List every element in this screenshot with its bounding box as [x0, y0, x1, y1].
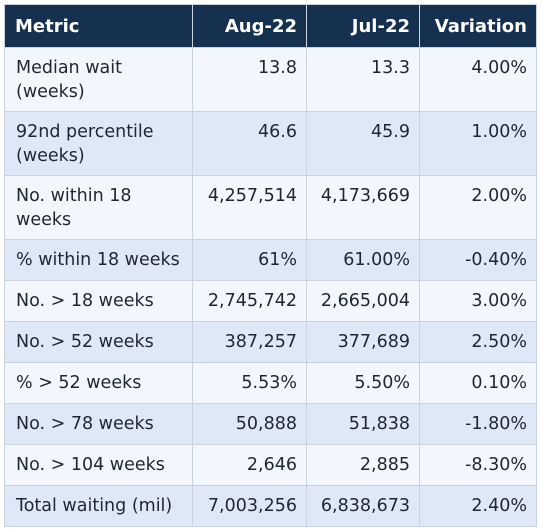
variation-cell: 1.00%	[419, 111, 537, 176]
table-row: No. > 104 weeks 2,646 2,885 -8.30%	[4, 444, 537, 486]
variation-cell: 2.40%	[419, 485, 537, 527]
aug-22-cell: 5.53%	[192, 362, 307, 404]
metric-cell: % > 52 weeks	[4, 362, 193, 404]
variation-cell: -0.40%	[419, 239, 537, 281]
column-header-jul-22: Jul-22	[306, 4, 420, 48]
variation-cell: 2.00%	[419, 175, 537, 240]
column-header-aug-22: Aug-22	[192, 4, 307, 48]
metric-cell: 92nd percentile (weeks)	[4, 111, 193, 176]
table-row: No. > 18 weeks 2,745,742 2,665,004 3.00%	[4, 280, 537, 322]
aug-22-cell: 2,646	[192, 444, 307, 486]
metric-cell: No. > 78 weeks	[4, 403, 193, 445]
waiting-times-table-container: Metric Aug-22 Jul-22 Variation Median wa…	[4, 4, 537, 527]
table-header-row: Metric Aug-22 Jul-22 Variation	[4, 4, 537, 48]
jul-22-cell: 6,838,673	[306, 485, 420, 527]
variation-cell: 0.10%	[419, 362, 537, 404]
aug-22-cell: 4,257,514	[192, 175, 307, 240]
metric-cell: No. > 52 weeks	[4, 321, 193, 363]
metric-cell: No. > 104 weeks	[4, 444, 193, 486]
aug-22-cell: 50,888	[192, 403, 307, 445]
column-header-metric: Metric	[4, 4, 193, 48]
jul-22-cell: 13.3	[306, 47, 420, 112]
jul-22-cell: 2,665,004	[306, 280, 420, 322]
jul-22-cell: 61.00%	[306, 239, 420, 281]
table-row: Median wait (weeks) 13.8 13.3 4.00%	[4, 47, 537, 112]
metric-cell: Median wait (weeks)	[4, 47, 193, 112]
table-row: % > 52 weeks 5.53% 5.50% 0.10%	[4, 362, 537, 404]
table-row: No. > 78 weeks 50,888 51,838 -1.80%	[4, 403, 537, 445]
table-row: Total waiting (mil) 7,003,256 6,838,673 …	[4, 485, 537, 527]
aug-22-cell: 2,745,742	[192, 280, 307, 322]
aug-22-cell: 387,257	[192, 321, 307, 363]
table-row: No. > 52 weeks 387,257 377,689 2.50%	[4, 321, 537, 363]
aug-22-cell: 13.8	[192, 47, 307, 112]
variation-cell: 4.00%	[419, 47, 537, 112]
jul-22-cell: 51,838	[306, 403, 420, 445]
jul-22-cell: 45.9	[306, 111, 420, 176]
table-row: % within 18 weeks 61% 61.00% -0.40%	[4, 239, 537, 281]
metric-cell: % within 18 weeks	[4, 239, 193, 281]
jul-22-cell: 2,885	[306, 444, 420, 486]
aug-22-cell: 7,003,256	[192, 485, 307, 527]
jul-22-cell: 5.50%	[306, 362, 420, 404]
waiting-times-table: Metric Aug-22 Jul-22 Variation Median wa…	[4, 4, 537, 527]
column-header-variation: Variation	[419, 4, 537, 48]
metric-cell: Total waiting (mil)	[4, 485, 193, 527]
variation-cell: 2.50%	[419, 321, 537, 363]
table-row: 92nd percentile (weeks) 46.6 45.9 1.00%	[4, 111, 537, 176]
variation-cell: -8.30%	[419, 444, 537, 486]
table-row: No. within 18 weeks 4,257,514 4,173,669 …	[4, 175, 537, 240]
metric-cell: No. > 18 weeks	[4, 280, 193, 322]
aug-22-cell: 61%	[192, 239, 307, 281]
variation-cell: -1.80%	[419, 403, 537, 445]
aug-22-cell: 46.6	[192, 111, 307, 176]
jul-22-cell: 4,173,669	[306, 175, 420, 240]
variation-cell: 3.00%	[419, 280, 537, 322]
metric-cell: No. within 18 weeks	[4, 175, 193, 240]
jul-22-cell: 377,689	[306, 321, 420, 363]
